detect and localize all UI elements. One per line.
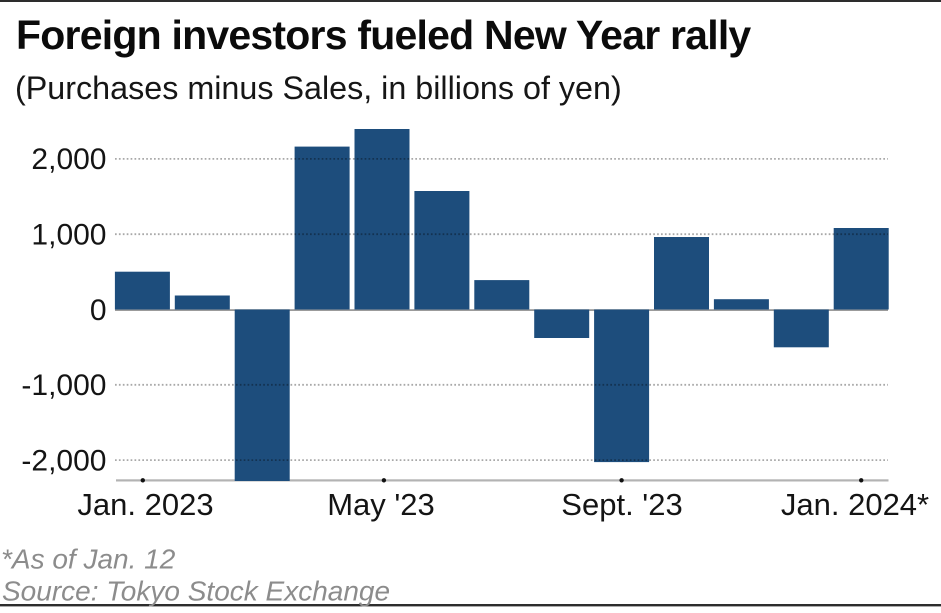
svg-text:*As of Jan. 12: *As of Jan. 12: [1, 544, 176, 575]
svg-text:Foreign investors fueled New Y: Foreign investors fueled New Year rally: [16, 12, 751, 58]
svg-text:Jan. 2023: Jan. 2023: [77, 487, 213, 522]
svg-text:(Purchases minus Sales, in bil: (Purchases minus Sales, in billions of y…: [15, 70, 622, 106]
svg-text:1,000: 1,000: [31, 219, 106, 252]
svg-text:-2,000: -2,000: [21, 444, 106, 477]
svg-text:-1,000: -1,000: [21, 369, 106, 402]
svg-text:Jan. 2024*: Jan. 2024*: [781, 487, 929, 522]
svg-text:2,000: 2,000: [31, 143, 106, 176]
svg-text:0: 0: [90, 294, 107, 327]
svg-text:May '23: May '23: [327, 487, 435, 522]
svg-text:Sept. '23: Sept. '23: [561, 487, 682, 522]
svg-text:Source: Tokyo Stock Exchange: Source: Tokyo Stock Exchange: [2, 576, 390, 607]
